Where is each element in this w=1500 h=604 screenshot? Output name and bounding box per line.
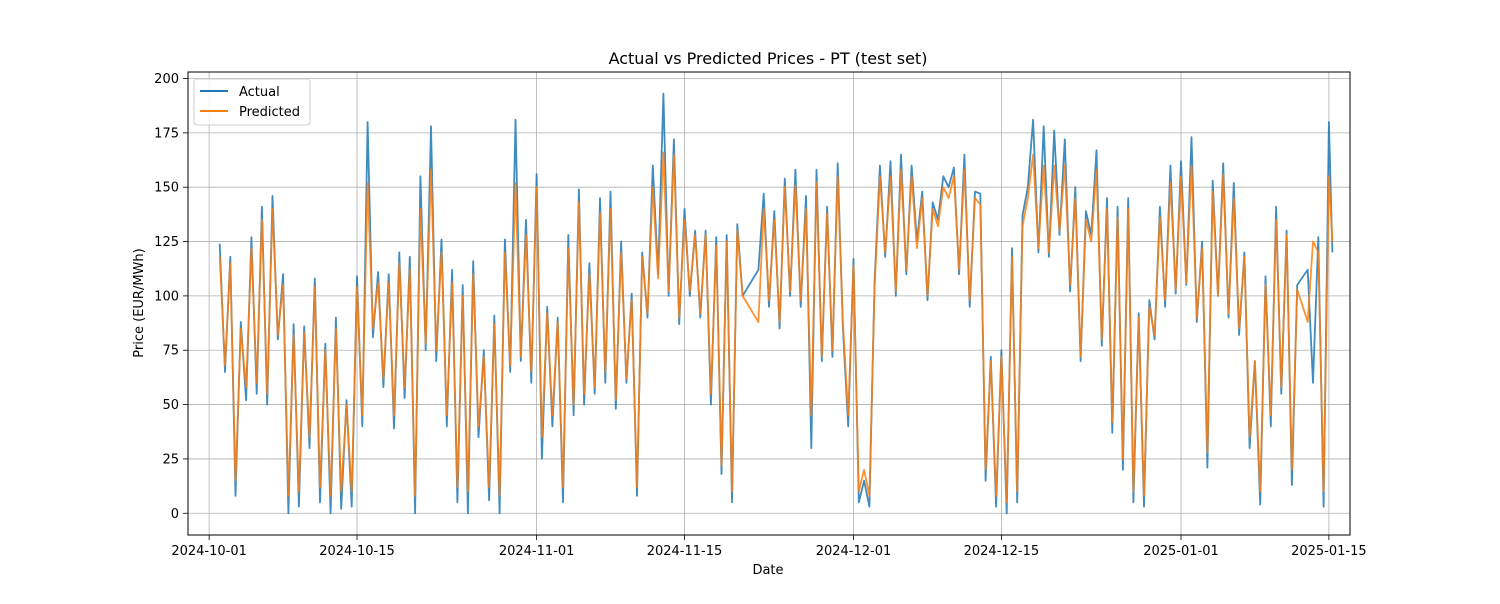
x-tick-label: 2024-11-01: [499, 544, 575, 559]
x-axis-label: Date: [752, 563, 783, 578]
legend: Actual Predicted: [193, 78, 311, 126]
series-line-predicted: [218, 151, 1334, 504]
legend-label-predicted: Predicted: [239, 105, 300, 120]
y-tick-label: 175: [154, 126, 179, 141]
x-tick-label: 2025-01-15: [1291, 544, 1367, 559]
y-tick-label: 100: [154, 289, 179, 304]
y-tick-label: 75: [162, 344, 179, 359]
y-tick-label: 25: [162, 452, 179, 467]
y-tick-label: 150: [154, 181, 179, 196]
x-tick-label: 2024-10-01: [171, 544, 247, 559]
x-tick-label: 2024-10-15: [319, 544, 395, 559]
x-tick-label: 2024-11-15: [647, 544, 723, 559]
x-tick-label: 2025-01-01: [1143, 544, 1219, 559]
legend-label-actual: Actual: [239, 85, 280, 100]
y-tick-label: 0: [171, 507, 179, 522]
y-tick-label: 125: [154, 235, 179, 250]
y-tick-label: 200: [154, 72, 179, 87]
plot-frame: [187, 71, 1351, 536]
y-axis-label: Price (EUR/MWh): [132, 248, 147, 357]
x-tick-label: 2024-12-15: [964, 544, 1040, 559]
axis-ticks: 2024-10-01 2024-10-15 2024-11-01 2024-11-15…: [154, 72, 1366, 559]
x-tick-label: 2024-12-01: [816, 544, 892, 559]
y-tick-label: 50: [162, 398, 179, 413]
chart-title: Actual vs Predicted Prices - PT (test se…: [609, 49, 928, 68]
series-lines: [218, 92, 1334, 515]
